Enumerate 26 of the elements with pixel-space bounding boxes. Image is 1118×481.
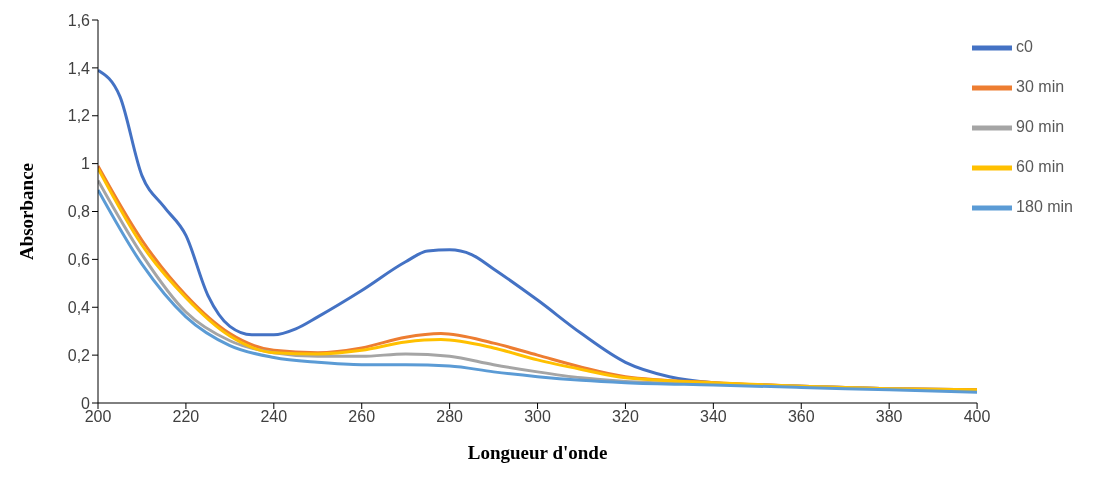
legend-label: 60 min	[1016, 158, 1065, 176]
x-axis-title: Longueur d'onde	[467, 442, 608, 463]
x-tick-label: 340	[700, 408, 727, 426]
y-tick-label: 0,8	[67, 203, 91, 221]
legend-label: c0	[1016, 38, 1033, 56]
y-tick-label: 1	[81, 155, 91, 173]
x-tick-label: 240	[260, 408, 288, 426]
y-tick-label: 0,6	[67, 251, 91, 269]
y-tick-label: 1,4	[67, 59, 91, 77]
y-axis-title: Absorbance	[15, 162, 37, 261]
x-tick-label: 320	[612, 408, 639, 426]
x-tick-label: 360	[787, 408, 815, 426]
y-tick-label: 0,4	[67, 298, 91, 316]
legend-label: 90 min	[1016, 118, 1065, 136]
x-tick-label: 380	[875, 408, 903, 426]
x-tick-label: 300	[524, 408, 551, 426]
x-tick-label: 280	[436, 408, 464, 426]
x-tick-label: 400	[963, 408, 991, 426]
y-tick-label: 1,6	[67, 11, 91, 29]
y-tick-label: 0,2	[67, 346, 91, 364]
legend-label: 180 min	[1016, 198, 1073, 216]
y-tick-label: 1,2	[67, 107, 91, 125]
x-tick-label: 200	[84, 408, 112, 426]
x-tick-label: 260	[348, 408, 376, 426]
x-tick-label: 220	[172, 408, 200, 426]
legend-label: 30 min	[1016, 78, 1065, 96]
